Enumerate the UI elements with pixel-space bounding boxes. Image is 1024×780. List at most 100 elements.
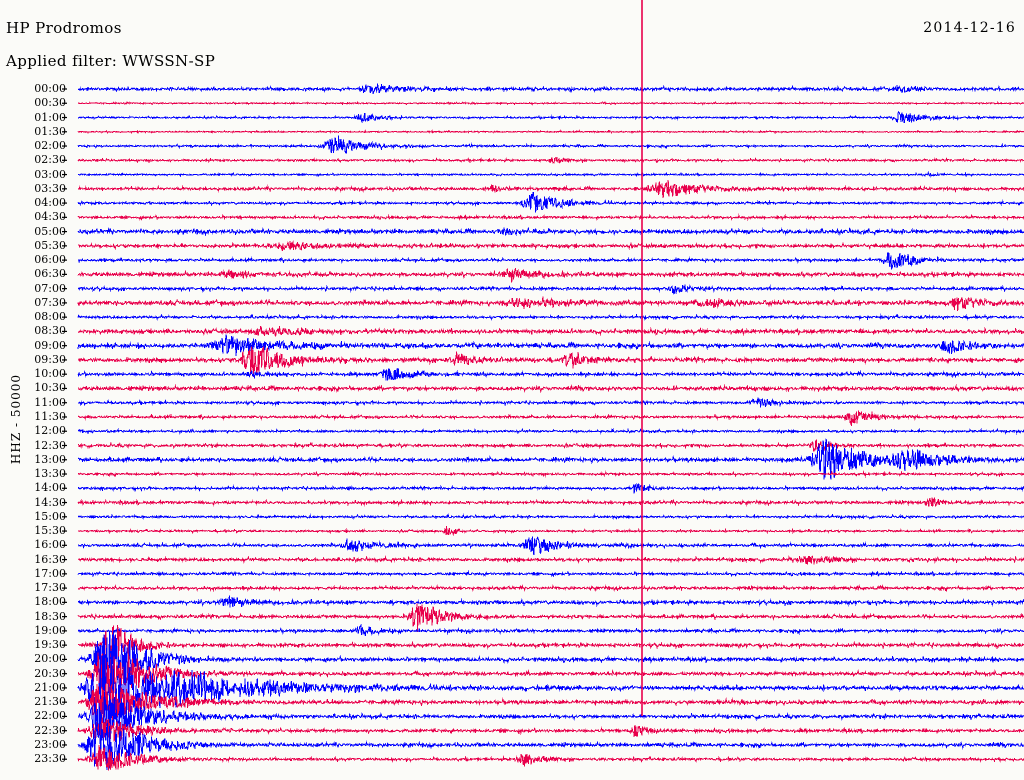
time-label: 23:00	[34, 737, 66, 751]
seismogram-trace	[77, 383, 1024, 394]
time-label: 09:30	[34, 352, 66, 366]
seismogram-trace	[77, 213, 1024, 222]
seismogram-trace	[77, 482, 1024, 494]
seismogram-trace	[77, 83, 1024, 94]
time-label: 00:30	[34, 96, 66, 110]
seismogram-trace	[77, 647, 1024, 727]
seismogram-trace	[77, 156, 1024, 164]
time-label: 21:30	[34, 695, 66, 709]
seismogram-trace	[77, 326, 1024, 338]
time-label: 20:00	[34, 652, 66, 666]
seismogram-trace	[77, 745, 1024, 771]
seismogram-trace	[77, 191, 1024, 213]
time-label: 00:00	[34, 82, 66, 95]
seismogram-trace	[77, 722, 1024, 771]
time-label: 11:00	[34, 395, 66, 409]
time-label: 20:30	[34, 666, 66, 680]
time-label: 06:30	[34, 267, 66, 281]
seismogram-trace	[77, 603, 1024, 632]
time-label: 04:30	[34, 210, 66, 224]
seismogram-trace	[77, 284, 1024, 295]
time-label: 15:30	[34, 524, 66, 538]
seismogram-trace	[77, 691, 1024, 742]
seismogram-trace	[77, 470, 1024, 478]
seismogram-trace	[77, 313, 1024, 322]
seismogram-trace	[77, 170, 1024, 178]
seismogram-trace	[77, 683, 1024, 721]
seismogram-trace	[78, 595, 1024, 608]
seismogram-trace	[77, 555, 1024, 565]
time-label: 12:00	[34, 424, 66, 438]
time-label: 17:30	[34, 581, 66, 595]
seismogram-trace	[77, 296, 1024, 312]
time-label: 19:00	[34, 623, 66, 637]
seismogram-trace	[77, 583, 1024, 593]
time-label: 18:00	[34, 595, 66, 609]
seismogram-trace	[77, 252, 1024, 270]
time-label: 08:00	[34, 310, 66, 324]
seismogram-trace	[77, 624, 1024, 670]
seismogram-trace	[77, 268, 1024, 283]
time-label: 10:00	[34, 367, 66, 381]
time-label: 01:00	[34, 110, 66, 124]
time-label: 16:30	[34, 552, 66, 566]
time-label: 10:30	[34, 381, 66, 395]
time-axis-labels: 00:00 00:30 01:00 01:30 02:00 02:30 03:00 03:30…	[0, 0, 66, 780]
time-label: 03:30	[34, 181, 66, 195]
seismogram-trace	[77, 623, 1024, 636]
time-label: 05:30	[34, 238, 66, 252]
seismogram-trace	[77, 135, 1024, 155]
time-label: 04:00	[34, 196, 66, 210]
seismogram-trace	[77, 367, 1024, 382]
seismogram-trace	[77, 101, 1024, 106]
time-label: 12:30	[34, 438, 66, 452]
time-label: 19:30	[34, 638, 66, 652]
seismogram-trace	[77, 652, 1024, 702]
seismogram-trace	[77, 427, 1024, 435]
time-label: 16:00	[34, 538, 66, 552]
time-label: 13:30	[34, 467, 66, 481]
time-label: 11:30	[34, 409, 66, 423]
seismogram-trace	[77, 397, 1024, 408]
time-label: 22:00	[34, 709, 66, 723]
seismogram-trace	[77, 111, 1024, 124]
seismogram-trace	[77, 129, 1024, 135]
seismogram-trace	[78, 526, 1024, 537]
time-label: 14:30	[34, 495, 66, 509]
seismogram-trace	[77, 226, 1024, 237]
time-label: 14:00	[34, 481, 66, 495]
seismogram-trace	[77, 346, 1024, 378]
time-label: 08:30	[34, 324, 66, 338]
seismogram-trace	[77, 410, 1024, 426]
time-label: 06:00	[34, 253, 66, 267]
time-label: 18:30	[34, 609, 66, 623]
seismogram-trace	[78, 439, 1024, 452]
seismogram-trace	[77, 536, 1024, 556]
time-label: 07:30	[34, 295, 66, 309]
time-label: 09:00	[34, 338, 66, 352]
time-label: 01:30	[34, 124, 66, 138]
time-label: 03:00	[34, 167, 66, 181]
time-label: 02:00	[34, 139, 66, 153]
time-label: 21:00	[34, 680, 66, 694]
time-label: 17:00	[34, 566, 66, 580]
seismogram-trace	[77, 240, 1024, 252]
seismogram-trace	[77, 497, 1024, 507]
station-title: HP Prodromos	[6, 19, 122, 37]
seismogram-trace	[77, 513, 1024, 521]
time-label: 22:30	[34, 723, 66, 737]
seismogram-trace	[77, 569, 1024, 578]
seismogram-trace	[78, 180, 1024, 198]
seismogram-trace	[77, 334, 1024, 357]
time-label: 07:00	[34, 281, 66, 295]
time-label: 13:00	[34, 452, 66, 466]
seismogram-trace	[77, 437, 1024, 480]
seismogram-trace	[77, 630, 1024, 696]
seismogram-trace	[77, 717, 1024, 745]
time-label: 02:30	[34, 153, 66, 167]
time-label: 15:00	[34, 509, 66, 523]
time-label: 23:30	[34, 752, 66, 766]
applied-filter-label: Applied filter: WWSSN-SP	[6, 52, 216, 70]
